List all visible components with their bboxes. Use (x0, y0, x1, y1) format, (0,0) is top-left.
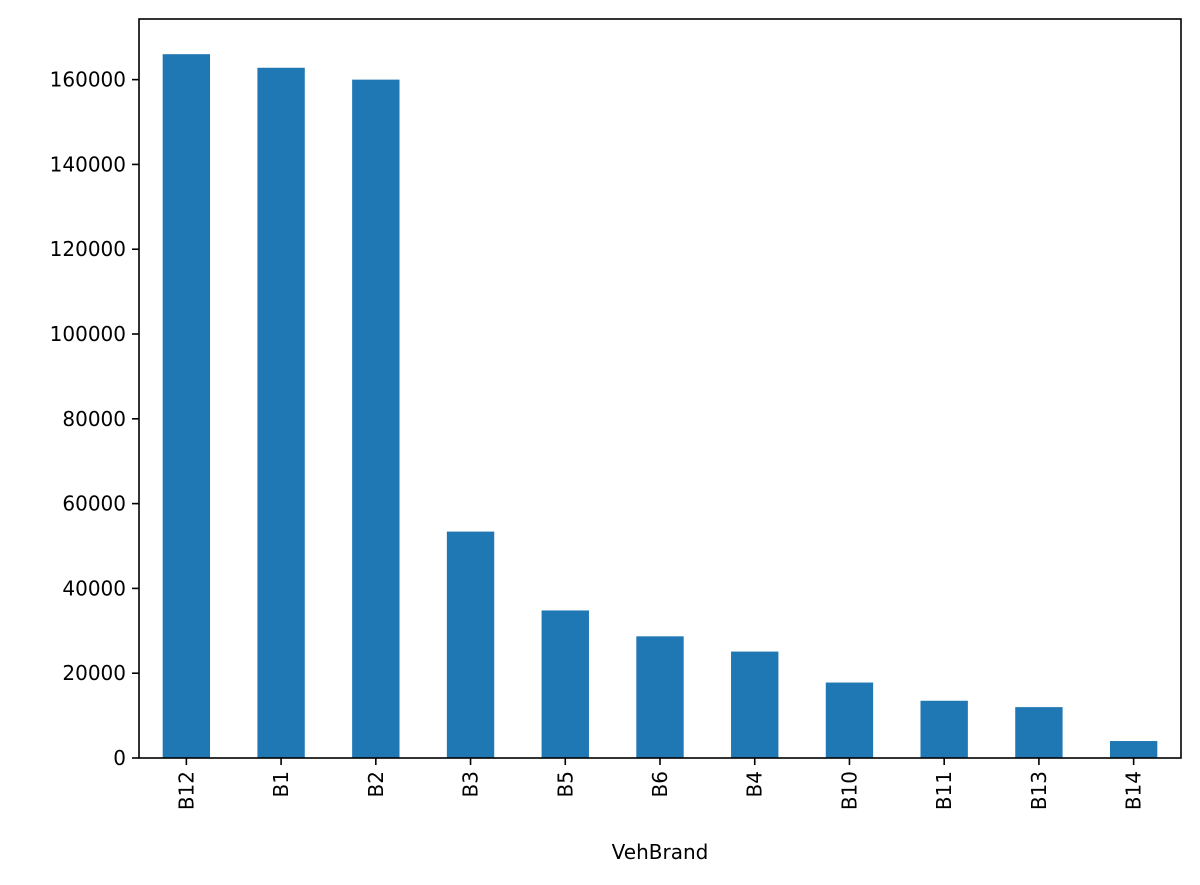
plot-frame (138, 18, 1182, 759)
bar-b12 (162, 54, 211, 758)
bar-b11 (920, 700, 968, 758)
x-tick-label: B1 (269, 771, 293, 797)
x-tick-label: B6 (648, 771, 672, 797)
y-tick-label: 0 (113, 746, 126, 770)
y-axis-ticks: 0 20000 40000 60000 80000 100000 120000 140000 1… (50, 68, 139, 770)
x-tick-label: B2 (364, 771, 388, 797)
bars-group (162, 54, 1158, 759)
bar-b10 (825, 682, 874, 758)
bar-b2 (352, 79, 400, 758)
y-tick-label: 40000 (62, 576, 126, 600)
bar-b5 (541, 610, 589, 758)
y-tick-label: 120000 (50, 237, 126, 261)
x-tick-label: B5 (553, 771, 577, 797)
bar-b4 (731, 651, 779, 758)
y-tick-label: 140000 (50, 152, 126, 176)
y-tick-label: 80000 (62, 407, 126, 431)
x-tick-label: B3 (459, 771, 483, 797)
x-tick-label: B4 (743, 771, 767, 797)
x-axis-ticks: B12 B1 B2 B3 B5 B6 B4 B10 B11 B13 B14 (174, 758, 1146, 810)
y-tick-label: 100000 (50, 322, 126, 346)
x-tick-label: B14 (1122, 771, 1146, 810)
y-tick-label: 20000 (62, 661, 126, 685)
bar-b3 (446, 531, 495, 758)
y-tick-label: 160000 (50, 68, 126, 92)
x-tick-label: B10 (837, 771, 861, 810)
bar-b1 (257, 67, 305, 759)
bar-b6 (636, 636, 684, 758)
x-axis-label: VehBrand (612, 840, 709, 864)
x-tick-label: B11 (932, 771, 956, 810)
x-tick-label: B13 (1027, 771, 1051, 810)
bar-b14 (1109, 741, 1158, 758)
x-tick-label: B12 (174, 771, 198, 810)
y-tick-label: 60000 (62, 492, 126, 516)
bar-b13 (1015, 707, 1063, 758)
